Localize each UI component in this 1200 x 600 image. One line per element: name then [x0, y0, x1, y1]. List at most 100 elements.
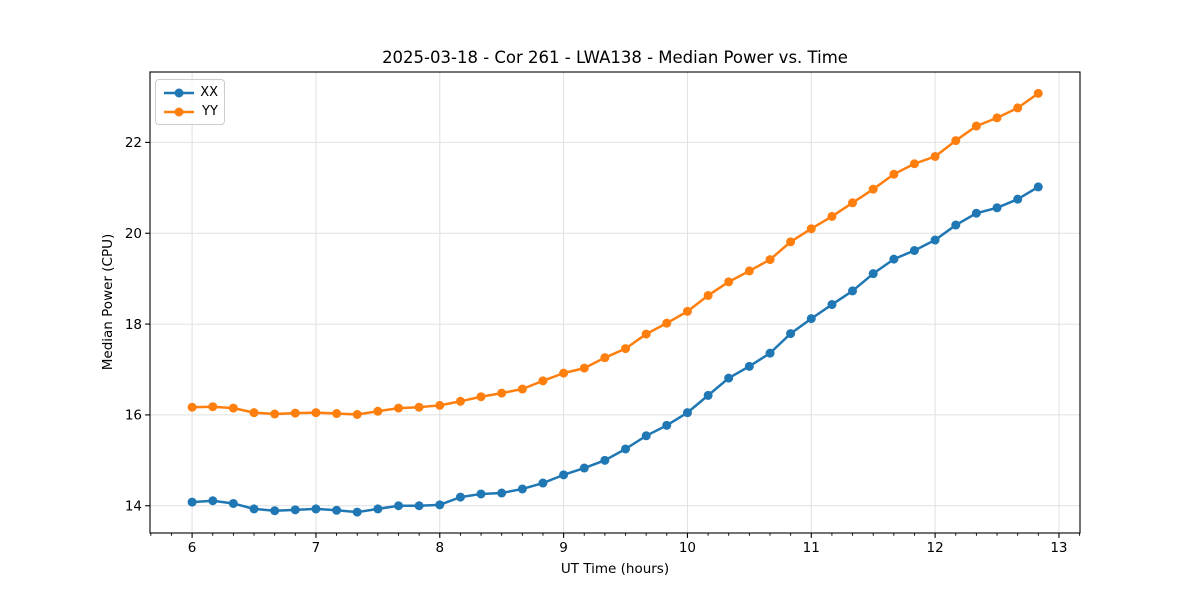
data-point-XX-6 — [311, 504, 321, 514]
x-axis-label: UT Time (hours) — [560, 561, 670, 577]
x-tick-label-11: 11 — [803, 540, 820, 556]
legend-label-xx: XX — [200, 85, 218, 100]
data-point-YY-17 — [538, 376, 548, 386]
legend: XX YY — [155, 79, 225, 125]
x-tick-label-8: 8 — [435, 540, 444, 556]
data-point-YY-13 — [455, 396, 465, 406]
data-point-XX-35 — [909, 245, 919, 255]
data-point-XX-33 — [868, 269, 878, 279]
data-point-XX-32 — [848, 286, 858, 296]
data-point-YY-16 — [517, 384, 527, 394]
data-point-XX-19 — [579, 463, 589, 473]
y-tick-label-18: 18 — [125, 317, 142, 333]
data-point-XX-21 — [621, 444, 631, 454]
data-point-XX-38 — [971, 208, 981, 218]
data-point-XX-22 — [641, 431, 651, 441]
data-point-XX-20 — [600, 455, 610, 465]
legend-label-yy: YY — [202, 104, 218, 119]
data-point-YY-29 — [786, 237, 796, 247]
data-point-XX-29 — [786, 329, 796, 339]
x-tick-label-7: 7 — [312, 540, 321, 556]
y-tick-label-20: 20 — [125, 226, 142, 242]
data-point-YY-28 — [765, 255, 775, 265]
data-point-YY-10 — [394, 403, 404, 413]
data-point-XX-2 — [228, 498, 238, 508]
data-point-YY-6 — [311, 408, 321, 418]
data-point-YY-31 — [827, 211, 837, 221]
data-point-YY-11 — [414, 402, 424, 412]
legend-item-xx: XX — [162, 85, 218, 100]
data-point-XX-7 — [332, 505, 342, 515]
data-point-YY-26 — [724, 277, 734, 287]
data-point-YY-1 — [208, 402, 218, 412]
data-point-XX-25 — [703, 390, 713, 400]
data-point-YY-39 — [992, 113, 1002, 123]
x-tick-label-10: 10 — [679, 540, 696, 556]
data-point-XX-3 — [249, 504, 259, 514]
data-point-YY-38 — [971, 121, 981, 131]
data-point-XX-28 — [765, 348, 775, 358]
data-point-YY-34 — [889, 169, 899, 179]
data-point-XX-27 — [744, 361, 754, 371]
data-point-YY-24 — [682, 306, 692, 316]
data-point-XX-4 — [270, 506, 280, 516]
x-tick-label-6: 6 — [188, 540, 197, 556]
data-point-YY-14 — [476, 392, 486, 402]
data-point-YY-19 — [579, 363, 589, 373]
data-point-XX-9 — [373, 504, 383, 514]
data-point-XX-34 — [889, 254, 899, 264]
data-point-XX-26 — [724, 373, 734, 383]
data-point-YY-41 — [1033, 88, 1043, 98]
data-point-YY-30 — [806, 224, 816, 234]
data-point-YY-36 — [930, 151, 940, 161]
legend-line-marker-icon — [164, 107, 194, 116]
data-point-XX-17 — [538, 478, 548, 488]
data-point-XX-24 — [682, 408, 692, 418]
data-point-XX-0 — [187, 497, 197, 507]
y-tick-label-16: 16 — [125, 408, 142, 424]
data-point-YY-18 — [559, 368, 569, 378]
data-point-XX-8 — [352, 507, 362, 517]
data-point-XX-18 — [559, 470, 569, 480]
data-point-YY-7 — [332, 409, 342, 419]
data-point-XX-41 — [1033, 182, 1043, 192]
data-point-YY-22 — [641, 329, 651, 339]
data-point-XX-30 — [806, 314, 816, 324]
data-point-YY-21 — [621, 344, 631, 354]
data-point-XX-23 — [662, 420, 672, 430]
data-point-YY-12 — [435, 400, 445, 410]
data-point-YY-20 — [600, 353, 610, 363]
data-point-XX-36 — [930, 235, 940, 245]
legend-line-marker-icon — [164, 88, 194, 97]
data-point-XX-16 — [517, 484, 527, 494]
data-point-YY-40 — [1013, 103, 1023, 113]
legend-item-yy: YY — [162, 104, 218, 119]
data-point-XX-10 — [394, 501, 404, 511]
data-point-YY-35 — [909, 159, 919, 169]
y-axis-label: Median Power (CPU) — [100, 233, 116, 371]
data-point-YY-25 — [703, 290, 713, 300]
data-point-YY-27 — [744, 266, 754, 276]
y-tick-label-14: 14 — [125, 498, 142, 514]
data-point-XX-14 — [476, 489, 486, 499]
data-point-YY-2 — [228, 403, 238, 413]
data-point-YY-15 — [497, 388, 507, 398]
data-point-XX-1 — [208, 496, 218, 506]
data-point-YY-8 — [352, 409, 362, 419]
x-tick-label-9: 9 — [559, 540, 568, 556]
data-point-YY-33 — [868, 184, 878, 194]
x-tick-label-13: 13 — [1050, 540, 1067, 556]
data-point-XX-5 — [290, 505, 300, 515]
data-point-YY-0 — [187, 402, 197, 412]
data-point-YY-3 — [249, 408, 259, 418]
chart-title: 2025-03-18 - Cor 261 - LWA138 - Median P… — [382, 48, 848, 67]
data-point-YY-5 — [290, 408, 300, 418]
series-line-XX — [190, 185, 1040, 514]
x-tick-label-12: 12 — [927, 540, 944, 556]
data-point-YY-32 — [848, 198, 858, 208]
data-point-XX-12 — [435, 500, 445, 510]
data-point-XX-40 — [1013, 194, 1023, 204]
data-point-XX-15 — [497, 488, 507, 498]
